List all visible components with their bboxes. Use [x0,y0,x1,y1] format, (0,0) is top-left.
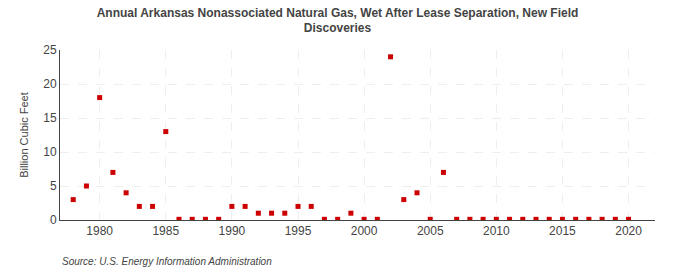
svg-text:1990: 1990 [219,224,246,238]
svg-text:1995: 1995 [285,224,312,238]
svg-text:Billion Cubic Feet: Billion Cubic Feet [18,92,30,178]
svg-text:1985: 1985 [152,224,179,238]
svg-text:2020: 2020 [615,224,642,238]
svg-text:Source: U.S. Energy Informatio: Source: U.S. Energy Information Administ… [62,256,272,267]
svg-text:2005: 2005 [417,224,444,238]
svg-text:5: 5 [50,179,57,193]
svg-text:2010: 2010 [483,224,510,238]
svg-text:25: 25 [43,43,57,57]
svg-text:20: 20 [43,77,57,91]
svg-text:2015: 2015 [549,224,576,238]
svg-text:2000: 2000 [351,224,378,238]
svg-text:Annual Arkansas Nonassociated: Annual Arkansas Nonassociated Natural Ga… [97,6,579,36]
svg-text:0: 0 [50,213,57,227]
svg-text:15: 15 [43,111,57,125]
svg-text:1980: 1980 [86,224,113,238]
svg-text:10: 10 [43,145,57,159]
